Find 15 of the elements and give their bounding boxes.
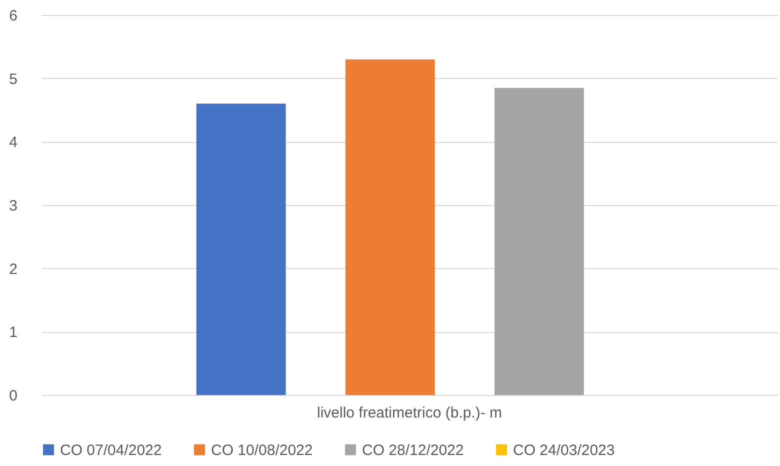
legend-label: CO 24/03/2023	[513, 442, 615, 459]
x-tick-label: livello freatimetrico (b.p.)- m	[316, 404, 502, 422]
y-tick-label: 5	[9, 70, 18, 88]
legend-label: CO 28/12/2022	[362, 442, 464, 459]
y-tick-label: 0	[9, 388, 18, 404]
bar	[345, 59, 435, 395]
y-tick-label: 6	[9, 8, 18, 24]
legend-label: CO 10/08/2022	[211, 442, 313, 459]
bar	[196, 104, 286, 395]
y-tick-label: 3	[9, 198, 18, 214]
bar	[494, 88, 584, 395]
y-tick-label: 4	[9, 134, 18, 152]
y-tick-label: 2	[9, 260, 18, 278]
y-tick-label: 1	[9, 324, 18, 342]
legend-label: CO 07/04/2022	[60, 442, 162, 459]
